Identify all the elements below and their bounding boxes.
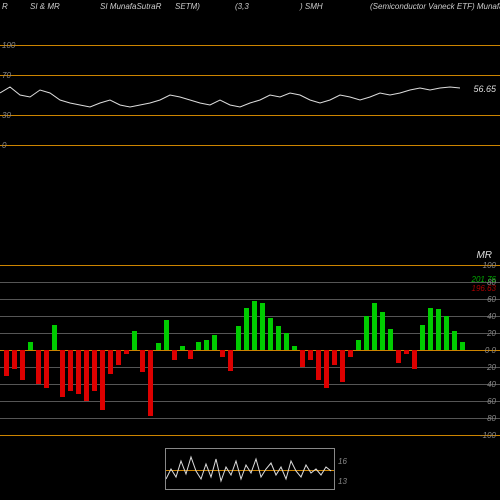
header-text: R	[2, 2, 8, 11]
momentum-bar	[156, 343, 161, 350]
header-text: (Semiconductor Vaneck ETF) MunafaSut	[370, 2, 500, 11]
momentum-bar	[76, 350, 81, 394]
gridline	[0, 333, 500, 334]
gridline	[0, 282, 500, 283]
momentum-bar	[292, 346, 297, 350]
gridline	[0, 418, 500, 419]
rsi-panel: 1007030056.65	[0, 45, 500, 155]
momentum-bar	[436, 309, 441, 350]
header-text: (3,3	[235, 2, 249, 11]
gridline	[0, 367, 500, 368]
momentum-bar	[308, 350, 313, 360]
momentum-bar	[284, 333, 289, 350]
momentum-bar	[12, 350, 17, 369]
momentum-bar	[276, 326, 281, 350]
axis-tick-label: 20	[487, 329, 496, 338]
momentum-bar	[108, 350, 113, 374]
momentum-bar	[172, 350, 177, 360]
momentum-bar	[388, 329, 393, 350]
momentum-bar	[428, 308, 433, 351]
momentum-bar	[212, 335, 217, 350]
gridline	[0, 401, 500, 402]
gridline	[0, 265, 500, 266]
axis-tick-label: 60	[487, 397, 496, 406]
momentum-bar	[164, 320, 169, 350]
mini-oscillator-panel: 1613	[165, 448, 335, 490]
momentum-bar	[100, 350, 105, 410]
axis-tick-label: 13	[338, 477, 347, 486]
axis-tick-label: 20	[487, 363, 496, 372]
momentum-bar	[52, 325, 57, 351]
value-label: 201.76	[472, 275, 496, 284]
momentum-bar	[332, 350, 337, 365]
momentum-bar	[68, 350, 73, 391]
momentum-bar	[36, 350, 41, 384]
momentum-panel: 100806040200 020406080-100201.76196.63	[0, 265, 500, 435]
momentum-bar	[380, 312, 385, 350]
momentum-bar	[236, 326, 241, 350]
current-value-label: 56.65	[473, 84, 496, 94]
momentum-bar	[28, 342, 33, 351]
momentum-bar	[124, 350, 129, 354]
momentum-bar	[228, 350, 233, 371]
momentum-bar	[44, 350, 49, 388]
momentum-bar	[372, 303, 377, 350]
axis-tick-label: 40	[487, 312, 496, 321]
momentum-bar	[324, 350, 329, 388]
gridline	[0, 384, 500, 385]
axis-tick-label: -100	[480, 431, 496, 440]
gridline	[0, 435, 500, 436]
momentum-bar	[348, 350, 353, 357]
momentum-bar	[180, 346, 185, 350]
value-label: 196.63	[472, 284, 496, 293]
momentum-bar	[412, 350, 417, 369]
momentum-bar	[204, 340, 209, 350]
momentum-bar	[268, 318, 273, 350]
oscillator-line	[166, 449, 336, 491]
rsi-line	[0, 45, 460, 155]
axis-tick-label: 80	[487, 414, 496, 423]
momentum-bar	[188, 350, 193, 359]
gridline	[0, 350, 500, 351]
momentum-bar	[316, 350, 321, 380]
header-text: ) SMH	[300, 2, 323, 11]
header-text: SETM)	[175, 2, 200, 11]
momentum-bar	[116, 350, 121, 365]
momentum-bar	[132, 331, 137, 350]
momentum-bar	[60, 350, 65, 397]
momentum-bar	[196, 342, 201, 351]
gridline	[0, 316, 500, 317]
momentum-bar	[452, 331, 457, 350]
axis-tick-label: 16	[338, 457, 347, 466]
momentum-bar	[340, 350, 345, 382]
momentum-bar	[92, 350, 97, 391]
axis-tick-label: 60	[487, 295, 496, 304]
momentum-bar	[356, 340, 361, 350]
momentum-bar	[260, 303, 265, 350]
gridline	[0, 299, 500, 300]
momentum-bar	[460, 342, 465, 351]
momentum-bar	[252, 301, 257, 350]
header-text: SI MunafaSutraR	[100, 2, 161, 11]
momentum-bar	[396, 350, 401, 363]
momentum-bar	[84, 350, 89, 401]
momentum-bar	[220, 350, 225, 357]
momentum-bar	[404, 350, 409, 354]
momentum-bar	[140, 350, 145, 372]
momentum-bar	[4, 350, 9, 376]
header-text: SI & MR	[30, 2, 60, 11]
momentum-bar	[20, 350, 25, 380]
axis-tick-label: 40	[487, 380, 496, 389]
momentum-bar	[148, 350, 153, 416]
momentum-bar	[444, 316, 449, 350]
momentum-bar	[244, 308, 249, 351]
chart-root: { "header": { "items": [ {"x": 2, "text"…	[0, 0, 500, 500]
mr-label: MR	[476, 250, 492, 261]
momentum-bar	[420, 325, 425, 351]
axis-tick-label: 0 0	[485, 346, 496, 355]
chart-header: R SI & MR SI MunafaSutraR SETM) (3,3 ) SMH (Se…	[0, 2, 500, 16]
momentum-bar	[364, 316, 369, 350]
axis-tick-label: 100	[483, 261, 496, 270]
momentum-bar	[300, 350, 305, 367]
